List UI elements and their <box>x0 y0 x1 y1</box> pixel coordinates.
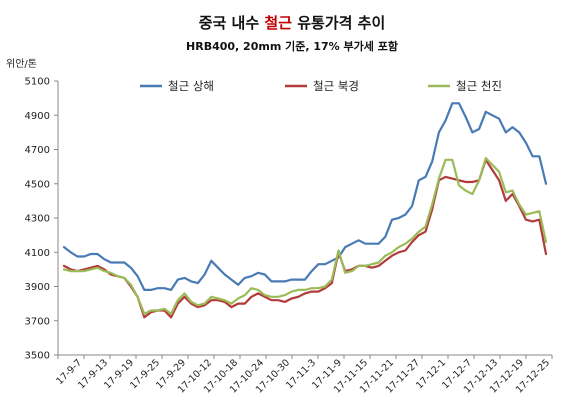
legend-label-2: 철근 북경 <box>313 79 359 93</box>
chart-title-highlight: 철근 <box>264 14 292 32</box>
y-tick-label: 4500 <box>25 179 50 190</box>
y-axis-label: 위안/톤 <box>6 57 37 70</box>
y-tick-label: 3700 <box>25 316 50 327</box>
chart-title: 중국 내수 철근 유통가격 추이 <box>199 14 386 32</box>
y-tick-label: 4900 <box>25 111 50 122</box>
y-tick-label: 5100 <box>25 77 50 88</box>
chart-title-prefix: 중국 내수 <box>199 14 265 32</box>
y-tick-label: 3500 <box>25 351 50 362</box>
legend-label-3: 철근 천진 <box>456 79 502 93</box>
series-line-3 <box>62 157 548 315</box>
y-tick-label: 4700 <box>25 145 50 156</box>
y-tick-label: 4300 <box>25 214 50 225</box>
chart-subtitle: HRB400, 20mm 기준, 17% 부가세 포함 <box>186 39 398 53</box>
series-line-1 <box>62 102 548 291</box>
series-lines <box>62 102 548 319</box>
legend: 철근 상해 철근 북경 철근 천진 <box>140 79 502 93</box>
axes: 35003700390041004300450047004900510017-9… <box>25 77 553 396</box>
series-line-2 <box>62 158 548 319</box>
legend-label-1: 철근 상해 <box>168 79 214 93</box>
y-tick-label: 4100 <box>25 248 50 259</box>
y-tick-label: 3900 <box>25 282 50 293</box>
chart-title-suffix: 유통가격 추이 <box>292 14 385 32</box>
